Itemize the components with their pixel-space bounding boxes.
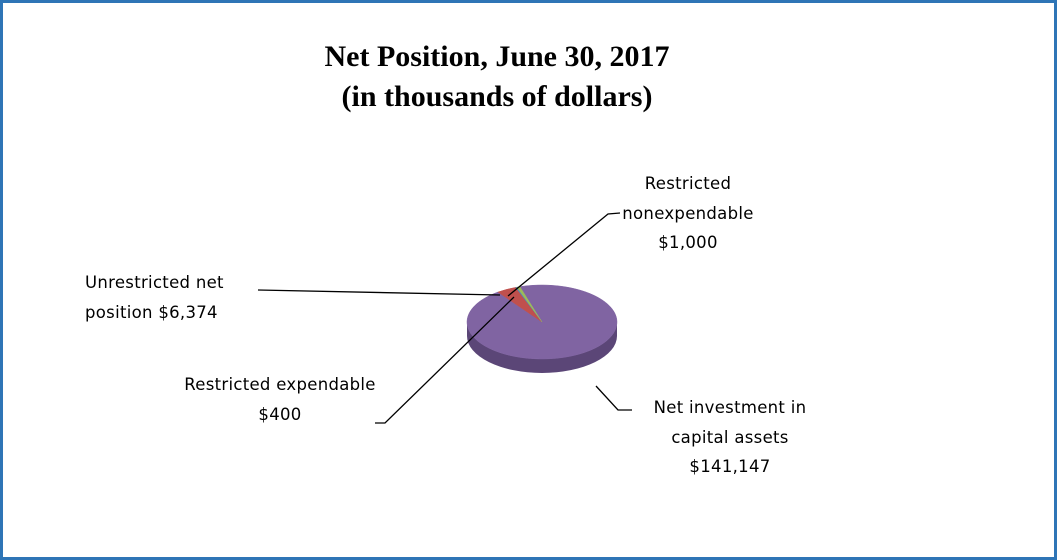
leader-lines — [257, 212, 632, 424]
data-label: Unrestricted net position $6,374 — [85, 268, 265, 327]
category-label: Restricted nonexpendable — [622, 174, 754, 223]
value-label: $400 — [258, 404, 302, 424]
data-label: Restricted nonexpendable $1,000 — [608, 169, 768, 258]
category-label: Unrestricted net position — [85, 273, 224, 322]
leader-line — [595, 385, 632, 411]
chart-title: Net Position, June 30, 2017 — [324, 40, 670, 73]
data-label: Net investment in capital assets $141,14… — [630, 393, 830, 482]
pie-side — [467, 322, 617, 373]
value-label: $6,374 — [158, 302, 218, 322]
value-label: $1,000 — [658, 233, 718, 252]
leader-line — [507, 212, 621, 297]
data-label: Restricted expendable $400 — [180, 370, 380, 429]
leader-line — [257, 289, 501, 296]
pie — [466, 284, 618, 373]
chart-subtitle: (in thousands of dollars) — [341, 80, 653, 113]
category-label: Restricted expendable — [184, 375, 376, 394]
value-label: $141,147 — [689, 457, 771, 476]
leader-line — [375, 296, 515, 424]
category-label: Net investment in capital assets — [653, 398, 807, 447]
